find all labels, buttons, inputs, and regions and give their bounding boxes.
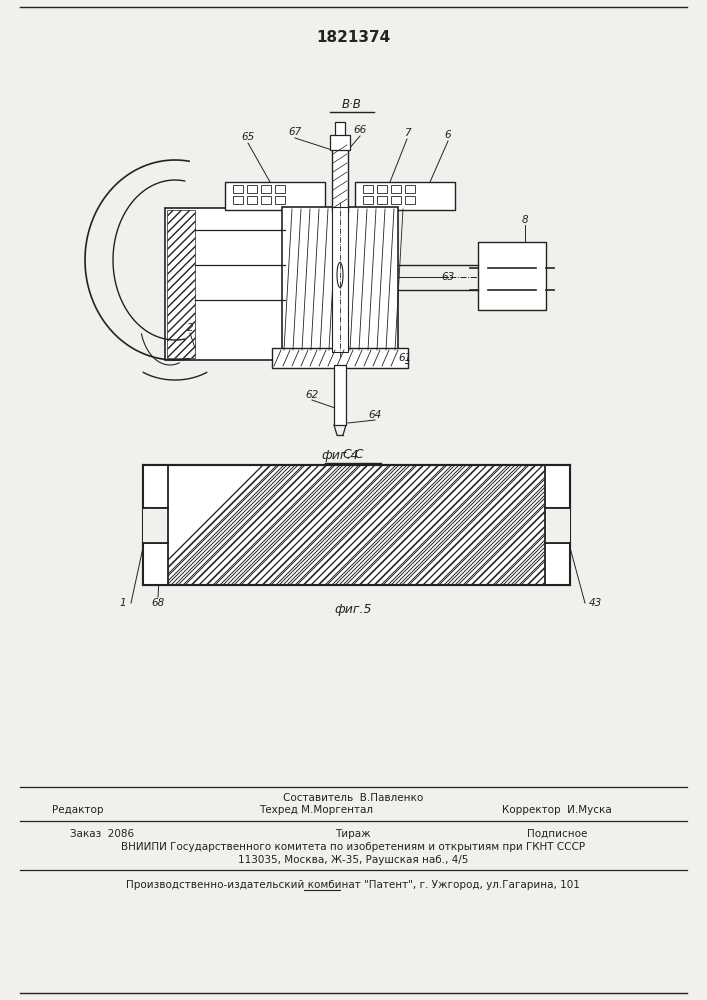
Bar [330,135,350,150]
Text: 1: 1 [119,598,127,608]
Bar [391,196,401,204]
Bar [233,196,243,204]
Text: 7: 7 [404,128,410,138]
Bar [332,140,348,212]
Bar [143,465,570,585]
Bar [247,196,257,204]
Bar [545,508,570,542]
Bar [143,508,168,542]
Bar [165,208,285,360]
Text: Подписное: Подписное [527,829,588,839]
Text: Корректор  И.Муска: Корректор И.Муска [502,805,612,815]
Text: Производственно-издательский комбинат "Патент", г. Ужгород, ул.Гагарина, 101: Производственно-издательский комбинат "П… [126,880,580,890]
Bar [282,207,398,352]
Text: 66: 66 [354,125,367,135]
Bar [225,182,325,210]
Bar [391,185,401,193]
Text: фиг.4: фиг.4 [321,448,358,462]
Bar [143,465,168,508]
Bar [167,210,195,358]
Text: С·С: С·С [342,448,363,462]
Bar [233,185,243,193]
Bar [275,196,285,204]
Bar [545,542,570,585]
Text: 43: 43 [588,598,602,608]
Bar [275,185,285,193]
Text: Техред М.Моргентал: Техред М.Моргентал [259,805,373,815]
Bar [363,185,373,193]
Bar [478,242,546,310]
Text: 61: 61 [398,353,411,363]
Bar [377,196,387,204]
Bar [545,465,570,508]
Text: 113035, Москва, Ж-35, Раушская наб., 4/5: 113035, Москва, Ж-35, Раушская наб., 4/5 [238,855,468,865]
Bar [405,196,415,204]
Text: 65: 65 [241,132,255,142]
Text: 64: 64 [368,410,382,420]
Ellipse shape [337,262,343,288]
Text: Редактор: Редактор [52,805,104,815]
Text: 63: 63 [441,272,455,282]
Text: 68: 68 [151,598,165,608]
Bar [377,185,387,193]
Bar [334,365,346,425]
Bar [363,196,373,204]
Text: 62: 62 [305,390,319,400]
Text: Заказ  2086: Заказ 2086 [70,829,134,839]
Bar [261,185,271,193]
Text: 8: 8 [522,215,528,225]
Bar [272,348,408,368]
Bar [335,122,345,140]
Text: 2: 2 [187,323,193,333]
Bar [332,207,348,352]
Bar [247,185,257,193]
Text: Составитель  В.Павленко: Составитель В.Павленко [283,793,423,803]
Text: 6: 6 [445,130,451,140]
Bar [355,182,455,210]
Text: ВНИИПИ Государственного комитета по изобретениям и открытиям при ГКНТ СССР: ВНИИПИ Государственного комитета по изоб… [121,842,585,852]
Text: 1821374: 1821374 [316,30,390,45]
Bar [143,542,168,585]
Bar [261,196,271,204]
Text: фиг.5: фиг.5 [334,603,372,616]
Text: Тираж: Тираж [335,829,370,839]
Text: В·В: В·В [342,98,362,110]
Text: 67: 67 [288,127,302,137]
Bar [405,185,415,193]
